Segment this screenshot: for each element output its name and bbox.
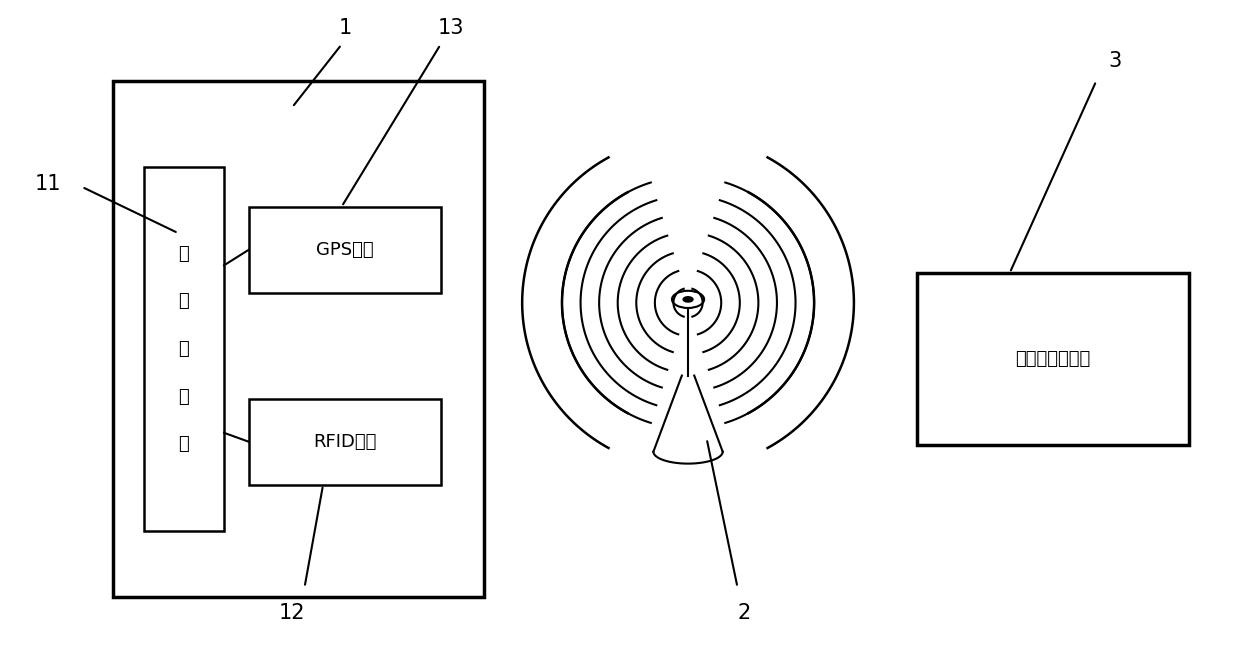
Text: 2: 2 <box>737 602 750 622</box>
Text: GPS模块: GPS模块 <box>316 241 373 259</box>
Bar <box>249 399 440 485</box>
Text: 12: 12 <box>279 602 305 622</box>
Circle shape <box>683 297 693 302</box>
Text: 3: 3 <box>1109 51 1121 71</box>
Text: 单: 单 <box>179 388 190 406</box>
Text: 制: 制 <box>179 340 190 358</box>
Text: 11: 11 <box>35 174 62 194</box>
Text: 1: 1 <box>339 18 352 38</box>
Text: 元: 元 <box>179 436 190 454</box>
Bar <box>916 273 1189 445</box>
Bar <box>113 81 484 597</box>
Text: 微: 微 <box>179 245 190 263</box>
Text: 电池管理服务器: 电池管理服务器 <box>1016 350 1091 368</box>
Text: 控: 控 <box>179 293 190 311</box>
Text: RFID标签: RFID标签 <box>312 433 377 451</box>
Text: 13: 13 <box>438 18 464 38</box>
Bar <box>249 207 440 293</box>
Bar <box>144 167 224 531</box>
